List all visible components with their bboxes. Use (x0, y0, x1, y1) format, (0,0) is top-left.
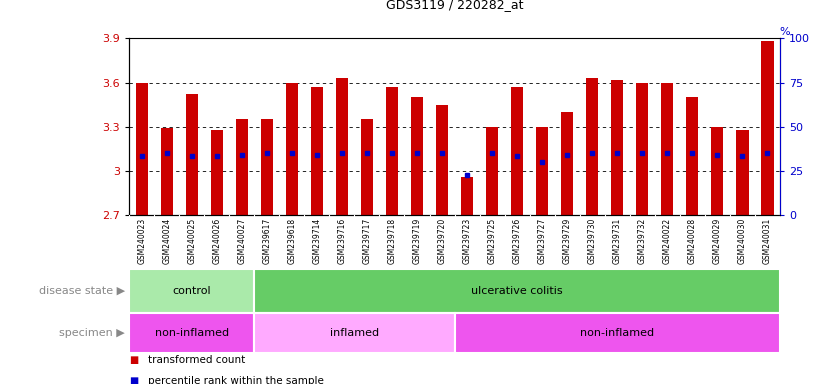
Bar (185, 94, 198, 215)
Text: control: control (173, 286, 211, 296)
Text: GSM240031: GSM240031 (763, 218, 771, 264)
Bar (536, 127, 549, 215)
Bar (386, 87, 399, 215)
Text: GSM240022: GSM240022 (663, 218, 671, 264)
Bar (686, 97, 699, 215)
Text: %: % (780, 26, 791, 36)
Text: ■: ■ (129, 355, 138, 365)
Text: GSM239729: GSM239729 (563, 218, 571, 264)
Bar (236, 119, 249, 215)
Text: GSM239727: GSM239727 (538, 218, 546, 264)
Bar (761, 41, 774, 215)
Text: GSM240023: GSM240023 (138, 218, 146, 264)
Bar (335, 78, 349, 215)
Text: ulcerative colitis: ulcerative colitis (471, 286, 563, 296)
Text: GSM239618: GSM239618 (288, 218, 296, 264)
Text: transformed count: transformed count (148, 355, 245, 365)
Bar (661, 83, 674, 215)
Bar (254, 269, 780, 313)
Text: GSM239732: GSM239732 (638, 218, 646, 264)
Text: GDS3119 / 220282_at: GDS3119 / 220282_at (386, 0, 523, 12)
Bar (610, 79, 624, 215)
Bar (129, 269, 254, 313)
Bar (411, 97, 424, 215)
Bar (436, 104, 449, 215)
Bar (285, 83, 299, 215)
Text: GSM240027: GSM240027 (238, 218, 246, 264)
Bar (311, 87, 324, 215)
Bar (160, 128, 173, 215)
Text: GSM239723: GSM239723 (463, 218, 471, 264)
Text: disease state ▶: disease state ▶ (39, 286, 125, 296)
Bar (736, 130, 749, 215)
Text: GSM239730: GSM239730 (588, 218, 596, 264)
Text: GSM239719: GSM239719 (413, 218, 421, 264)
Bar (455, 313, 780, 353)
Bar (561, 112, 574, 215)
Text: GSM239725: GSM239725 (488, 218, 496, 264)
Text: GSM240026: GSM240026 (213, 218, 221, 264)
Bar (485, 127, 499, 215)
Bar (129, 313, 254, 353)
Text: GSM240025: GSM240025 (188, 218, 196, 264)
Text: percentile rank within the sample: percentile rank within the sample (148, 376, 324, 384)
Text: ■: ■ (129, 376, 138, 384)
Text: GSM239617: GSM239617 (263, 218, 271, 264)
Text: inflamed: inflamed (330, 328, 379, 338)
Text: GSM239718: GSM239718 (388, 218, 396, 264)
Text: GSM240024: GSM240024 (163, 218, 171, 264)
Text: GSM239731: GSM239731 (613, 218, 621, 264)
Text: non-inflamed: non-inflamed (580, 328, 654, 338)
Bar (254, 313, 455, 353)
Text: GSM239716: GSM239716 (338, 218, 346, 264)
Bar (461, 177, 474, 215)
Text: GSM239726: GSM239726 (513, 218, 521, 264)
Bar (510, 87, 524, 215)
Bar (586, 78, 599, 215)
Bar (210, 130, 224, 215)
Bar (636, 83, 649, 215)
Text: GSM239720: GSM239720 (438, 218, 446, 264)
Bar (360, 119, 374, 215)
Text: GSM240030: GSM240030 (738, 218, 746, 264)
Text: non-inflamed: non-inflamed (155, 328, 229, 338)
Bar (711, 127, 724, 215)
Bar (260, 119, 273, 215)
Text: GSM239717: GSM239717 (363, 218, 371, 264)
Text: GSM239714: GSM239714 (313, 218, 321, 264)
Bar (135, 83, 148, 215)
Text: GSM240028: GSM240028 (688, 218, 696, 264)
Text: specimen ▶: specimen ▶ (59, 328, 125, 338)
Text: GSM240029: GSM240029 (713, 218, 721, 264)
